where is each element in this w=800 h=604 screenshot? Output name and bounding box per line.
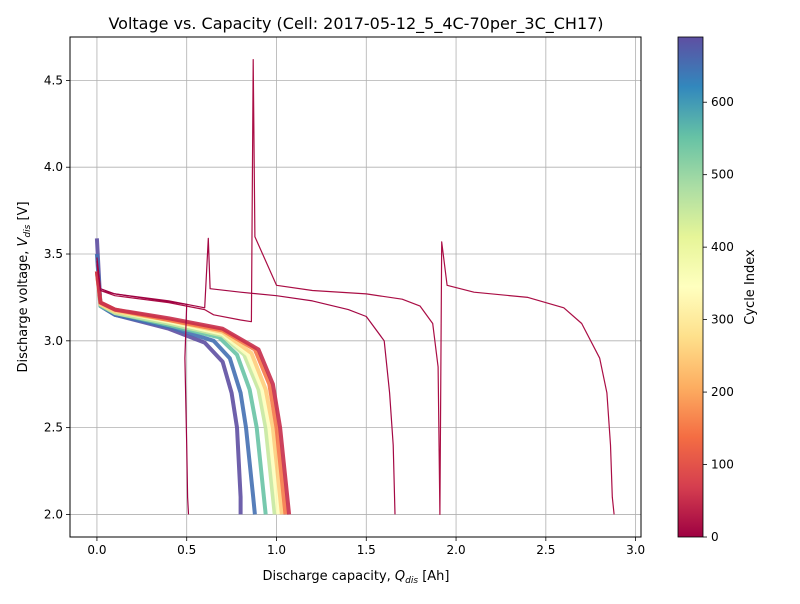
colorbar-tick-label: 500 — [711, 168, 734, 182]
x-tick-label: 2.0 — [447, 543, 466, 557]
colorbar-tick-label: 600 — [711, 95, 734, 109]
plot-frame — [69, 36, 642, 538]
series-cycle-0 — [96, 257, 190, 515]
x-tick-label: 1.0 — [267, 543, 286, 557]
colorbar — [677, 36, 704, 538]
series-cycle-50 — [94, 271, 292, 515]
y-tick-label: 3.0 — [44, 334, 63, 348]
colorbar-tick-label: 200 — [711, 385, 734, 399]
colorbar-tick-label: 0 — [711, 530, 719, 544]
x-tick-label: 3.0 — [626, 543, 645, 557]
colorbar-label: Cycle Index — [743, 249, 758, 325]
series-layer — [94, 58, 615, 516]
x-axis-label: Discharge capacity, Qdis [Ah] — [263, 569, 450, 586]
chart-title: Voltage vs. Capacity (Cell: 2017-05-12_5… — [108, 14, 603, 34]
x-tick-label: 0.5 — [177, 543, 196, 557]
y-tick-label: 4.5 — [44, 73, 63, 87]
series-cycle-15 — [96, 58, 615, 516]
colorbar-ticks: 0 100 200 300 400 500 600 — [703, 95, 734, 544]
plot-background — [70, 37, 641, 537]
x-tick-label: 1.5 — [357, 543, 376, 557]
y-tick-label: 2.5 — [44, 421, 63, 435]
x-tick-label: 0.0 — [87, 543, 106, 557]
y-axis: 2.0 2.5 3.0 3.5 4.0 4.5 — [44, 73, 70, 521]
colorbar-tick-label: 400 — [711, 240, 734, 254]
colorbar-tick-label: 100 — [711, 458, 734, 472]
colorbar-tick-label: 300 — [711, 313, 734, 327]
y-tick-label: 4.0 — [44, 160, 63, 174]
y-tick-label: 2.0 — [44, 507, 63, 521]
x-tick-label: 2.5 — [536, 543, 555, 557]
y-axis-label: Discharge voltage, Vdis [V] — [16, 201, 33, 372]
y-tick-label: 3.5 — [44, 247, 63, 261]
x-axis: 0.0 0.5 1.0 1.5 2.0 2.5 3.0 — [87, 537, 645, 557]
